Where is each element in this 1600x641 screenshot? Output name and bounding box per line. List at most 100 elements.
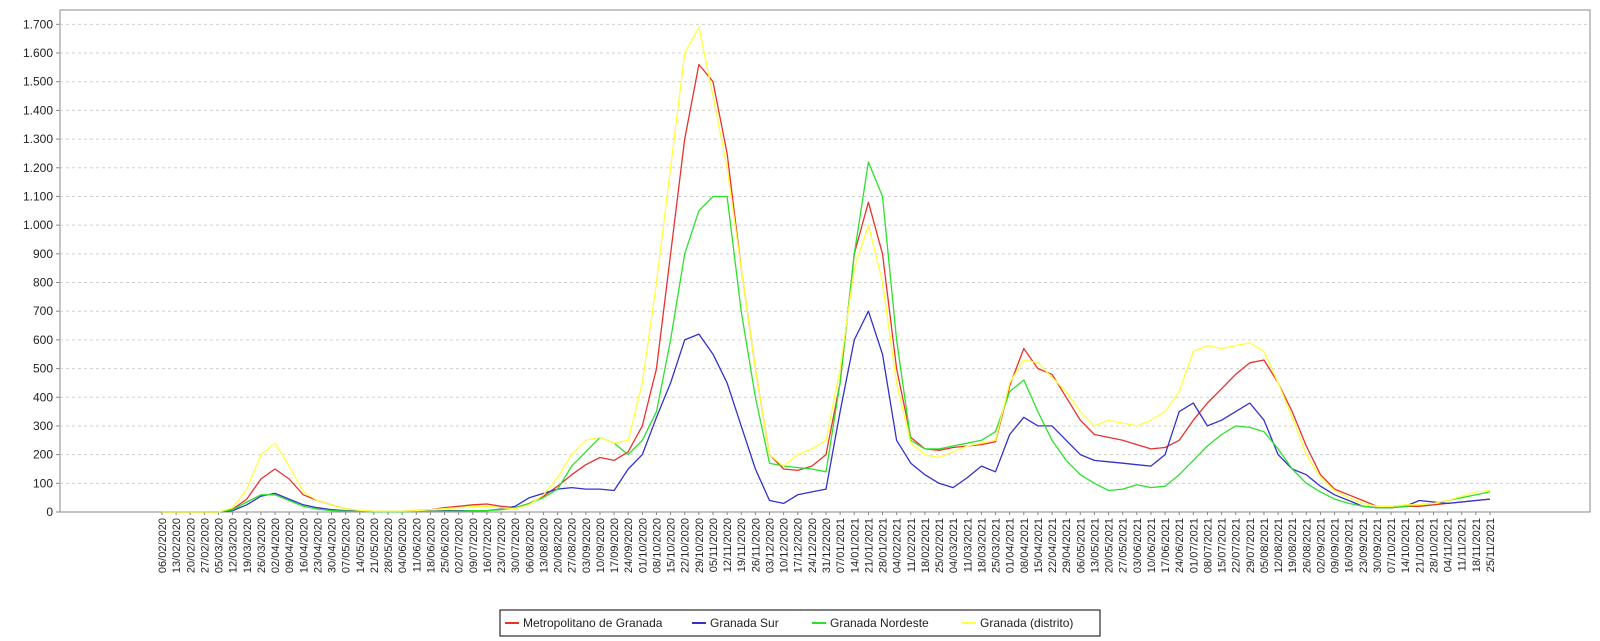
x-tick-label: 13/05/2021 <box>1089 518 1101 573</box>
x-tick-label: 05/03/2020 <box>214 518 226 573</box>
x-tick-label: 20/02/2020 <box>185 518 197 573</box>
x-tick-label: 17/09/2020 <box>609 518 621 573</box>
x-tick-label: 07/01/2021 <box>835 518 847 573</box>
x-tick-label: 27/08/2020 <box>567 518 579 573</box>
x-tick-label: 09/07/2020 <box>468 518 480 573</box>
y-tick-label: 1.300 <box>23 132 53 146</box>
x-tick-label: 06/05/2021 <box>1075 518 1087 573</box>
series-lines <box>162 26 1491 513</box>
x-tick-label: 22/10/2020 <box>680 518 692 573</box>
x-tick-label: 14/01/2021 <box>849 518 861 573</box>
y-tick-label: 1.200 <box>23 161 53 175</box>
x-tick-label: 06/08/2020 <box>524 518 536 573</box>
x-tick-label: 29/07/2021 <box>1245 518 1257 573</box>
y-tick-label: 0 <box>46 505 53 519</box>
x-tick-label: 26/11/2020 <box>750 518 762 572</box>
x-tick-label: 21/10/2021 <box>1414 518 1426 573</box>
x-tick-label: 10/06/2021 <box>1146 518 1158 573</box>
x-tick-label: 19/03/2020 <box>242 518 254 573</box>
x-tick-label: 12/03/2020 <box>228 518 240 573</box>
y-tick-label: 1.000 <box>23 218 53 232</box>
x-tick-label: 06/02/2020 <box>157 518 169 573</box>
x-tick-label: 18/11/2021 <box>1471 518 1483 572</box>
x-tick-label: 28/10/2021 <box>1428 518 1440 573</box>
x-tick-label: 26/03/2020 <box>256 518 268 573</box>
x-tick-label: 24/09/2020 <box>623 518 635 573</box>
x-tick-label: 29/04/2021 <box>1061 518 1073 573</box>
x-tick-label: 28/05/2020 <box>383 518 395 573</box>
x-tick-label: 20/08/2020 <box>553 518 565 573</box>
x-tick-label: 21/05/2020 <box>369 518 381 573</box>
x-tick-label: 08/04/2021 <box>1019 518 1031 573</box>
x-tick-label: 02/09/2021 <box>1315 518 1327 573</box>
y-tick-label: 200 <box>33 448 53 462</box>
legend-label: Granada Nordeste <box>830 616 929 630</box>
x-tick-label: 16/09/2021 <box>1344 518 1356 573</box>
x-tick-label: 19/11/2020 <box>736 518 748 572</box>
x-tick-label: 18/06/2020 <box>425 518 437 573</box>
x-tick-label: 25/02/2021 <box>934 518 946 573</box>
plot-area <box>59 9 1591 513</box>
x-tick-label: 30/04/2020 <box>327 518 339 573</box>
x-tick-label: 03/09/2020 <box>581 518 593 573</box>
x-tick-label: 16/07/2020 <box>482 518 494 573</box>
x-tick-label: 27/05/2021 <box>1118 518 1130 573</box>
x-tick-label: 19/08/2021 <box>1287 518 1299 573</box>
x-tick-label: 26/08/2021 <box>1301 518 1313 573</box>
x-tick-label: 22/04/2021 <box>1047 518 1059 573</box>
y-tick-label: 600 <box>33 333 53 347</box>
x-tick-label: 01/07/2021 <box>1188 518 1200 573</box>
x-tick-label: 02/07/2020 <box>454 518 466 573</box>
x-tick-label: 23/04/2020 <box>312 518 324 573</box>
x-axis-ticks: 06/02/2020 13/02/2020 20/02/2020 27/02/2020… <box>157 512 1497 573</box>
y-tick-label: 500 <box>33 362 53 376</box>
x-tick-label: 07/10/2021 <box>1386 518 1398 573</box>
x-tick-label: 13/08/2020 <box>538 518 550 573</box>
x-tick-label: 10/09/2020 <box>595 518 607 573</box>
legend: Metropolitano de Granada Granada Sur Grana… <box>499 609 1101 637</box>
x-tick-label: 14/10/2021 <box>1400 518 1412 573</box>
x-tick-label: 29/10/2020 <box>694 518 706 573</box>
x-tick-label: 01/04/2021 <box>1005 518 1017 573</box>
x-tick-label: 04/06/2020 <box>397 518 409 573</box>
x-tick-label: 11/03/2021 <box>962 518 974 572</box>
x-tick-label: 25/11/2021 <box>1485 518 1497 572</box>
x-tick-label: 09/09/2021 <box>1330 518 1342 573</box>
x-tick-label: 02/04/2020 <box>270 518 282 573</box>
x-tick-label: 25/06/2020 <box>440 518 452 573</box>
x-tick-label: 25/03/2021 <box>991 518 1003 573</box>
x-tick-label: 20/05/2021 <box>1104 518 1116 573</box>
x-tick-label: 15/04/2021 <box>1033 518 1045 573</box>
x-tick-label: 30/07/2020 <box>510 518 522 573</box>
legend-label: Granada Sur <box>710 616 779 630</box>
x-tick-label: 14/05/2020 <box>355 518 367 573</box>
y-tick-label: 1.400 <box>23 103 53 117</box>
y-tick-label: 1.500 <box>23 75 53 89</box>
y-tick-label: 400 <box>33 390 53 404</box>
x-tick-label: 01/10/2020 <box>637 518 649 573</box>
x-tick-label: 11/11/2021 <box>1457 518 1469 571</box>
x-tick-label: 07/05/2020 <box>341 518 353 573</box>
x-tick-label: 05/08/2021 <box>1259 518 1271 573</box>
x-tick-label: 27/02/2020 <box>199 518 211 573</box>
x-tick-label: 03/06/2021 <box>1132 518 1144 573</box>
legend-box <box>499 609 1101 637</box>
y-tick-label: 900 <box>33 247 53 261</box>
x-tick-label: 04/11/2021 <box>1443 518 1455 572</box>
x-tick-label: 30/09/2021 <box>1372 518 1384 573</box>
x-tick-label: 24/12/2020 <box>807 518 819 573</box>
series-line-4 <box>162 26 1491 513</box>
y-tick-label: 1.100 <box>23 189 53 203</box>
y-tick-label: 800 <box>33 276 53 290</box>
x-tick-label: 24/06/2021 <box>1174 518 1186 573</box>
x-tick-label: 03/12/2020 <box>764 518 776 573</box>
x-tick-label: 23/07/2020 <box>496 518 508 573</box>
x-tick-label: 17/12/2020 <box>793 518 805 573</box>
y-tick-label: 1.600 <box>23 46 53 60</box>
x-tick-label: 08/07/2021 <box>1202 518 1214 573</box>
x-tick-label: 28/01/2021 <box>878 518 890 573</box>
x-tick-label: 11/06/2020 <box>411 518 423 572</box>
x-tick-label: 21/01/2021 <box>863 518 875 573</box>
x-tick-label: 17/06/2021 <box>1160 518 1172 573</box>
x-tick-label: 16/04/2020 <box>298 518 310 573</box>
